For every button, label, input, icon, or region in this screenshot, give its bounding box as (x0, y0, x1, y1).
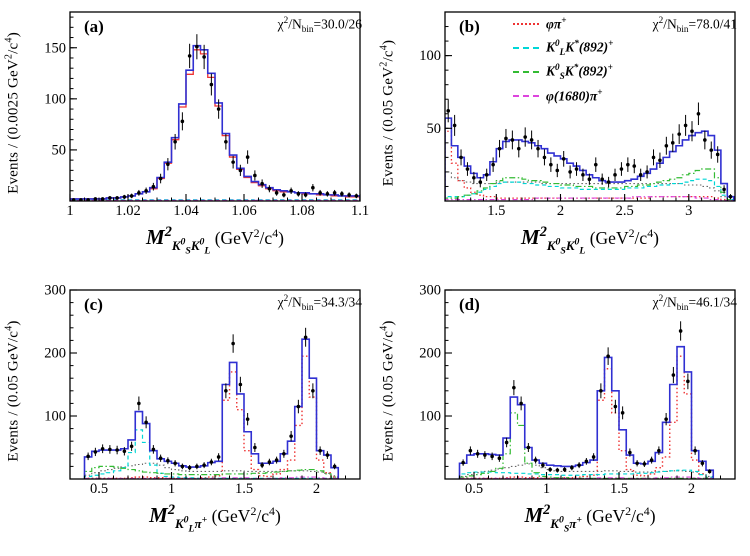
panel-tag-c: (c) (84, 295, 103, 314)
legend-item-kl-kstar: K0LK*(892)+ (513, 38, 613, 57)
svg-text:200: 200 (44, 346, 66, 362)
svg-text:100: 100 (419, 48, 441, 64)
svg-text:1.5: 1.5 (235, 481, 253, 497)
x-axis-label-d: M2K0Sπ+ (GeV2/c4) (524, 502, 656, 535)
panel-d: Events / (0.05 GeV/c4) 0.5 1 1.5 2 100 200 300… (375, 278, 750, 556)
y-axis-label-a: Events / (0.0025 GeV2/c4) (3, 32, 22, 194)
svg-text:1.5: 1.5 (487, 203, 505, 219)
legend-item-ks-kstar: K0SK*(892)+ (513, 62, 613, 81)
panel-a: Events / (0.0025 GeV2/c4) 1 1.02 1.04 1.06 1… (0, 0, 375, 278)
legend-swatch-ks-kstar (513, 70, 539, 73)
y-axis-label-c: Events / (0.05 GeV/c4) (3, 320, 22, 462)
svg-text:100: 100 (44, 409, 66, 425)
panel-tag-a: (a) (84, 17, 104, 36)
legend-item-phi1680-pi: φ(1680)π+ (513, 87, 613, 104)
legend-swatch-kl-kstar (513, 46, 539, 49)
svg-text:2: 2 (313, 481, 320, 497)
svg-text:2: 2 (557, 203, 564, 219)
svg-text:1.1: 1.1 (351, 203, 369, 219)
svg-text:1.02: 1.02 (115, 203, 140, 219)
svg-text:0.5: 0.5 (90, 481, 108, 497)
y-axis-label-b: Events / (0.05 GeV2/c4) (378, 39, 397, 187)
chi2-label-d: χ2/Nbin=46.1/34 (652, 293, 737, 313)
svg-text:300: 300 (419, 283, 441, 299)
svg-text:100: 100 (44, 91, 66, 107)
svg-text:100: 100 (419, 409, 441, 425)
svg-text:300: 300 (44, 283, 66, 299)
legend-swatch-phi1680-pi (513, 94, 539, 97)
svg-text:1.06: 1.06 (231, 203, 256, 219)
svg-text:1.5: 1.5 (610, 481, 628, 497)
svg-text:1: 1 (66, 203, 73, 219)
plot-area-d: 0.5 1 1.5 2 100 200 300 (419, 283, 736, 497)
plot-area-c: 0.5 1 1.5 2 100 200 300 (44, 283, 361, 497)
chi2-label-c: χ2/Nbin=34.3/34 (277, 293, 362, 313)
svg-text:200: 200 (419, 346, 441, 362)
fit-legend: φπ+ K0LK*(892)+ K0SK*(892)+ φ(1680)π+ (513, 15, 613, 104)
svg-text:2.5: 2.5 (616, 203, 634, 219)
svg-text:2: 2 (688, 481, 695, 497)
x-axis-label-a: M2K0SK0L (GeV2/c4) (146, 224, 284, 257)
svg-text:3: 3 (685, 203, 692, 219)
panel-tag-d: (d) (459, 295, 480, 314)
x-axis-label-c: M2K0Lπ+ (GeV2/c4) (149, 502, 281, 535)
plot-area-b: 1.5 2 2.5 3 50 100 (419, 11, 736, 219)
panel-c: Events / (0.05 GeV/c4) 0.5 1 1.5 2 100 200 300… (0, 278, 375, 556)
x-axis-label-b: M2K0SK0L (GeV2/c4) (521, 224, 659, 257)
plot-area-a: 1 1.02 1.04 1.06 1.08 1.1 50 100 150 (44, 11, 369, 219)
svg-text:1: 1 (168, 481, 175, 497)
svg-text:50: 50 (52, 142, 67, 158)
svg-text:0.5: 0.5 (465, 481, 483, 497)
svg-text:1.04: 1.04 (173, 203, 199, 219)
svg-text:50: 50 (427, 121, 442, 137)
panel-tag-b: (b) (459, 17, 480, 36)
legend-swatch-phi-pi (513, 22, 539, 25)
svg-text:1: 1 (543, 481, 550, 497)
chi2-label-a: χ2/Nbin=30.0/26 (277, 15, 362, 35)
y-axis-label-d: Events / (0.05 GeV/c4) (378, 320, 397, 462)
svg-text:1.08: 1.08 (289, 203, 314, 219)
svg-text:150: 150 (44, 40, 66, 56)
panel-b: Events / (0.05 GeV2/c4) 1.5 2 2.5 3 50 100 (b… (375, 0, 750, 278)
chi2-label-b: χ2/Nbin=78.0/41 (652, 15, 737, 35)
legend-item-phi-pi: φπ+ (513, 15, 613, 32)
